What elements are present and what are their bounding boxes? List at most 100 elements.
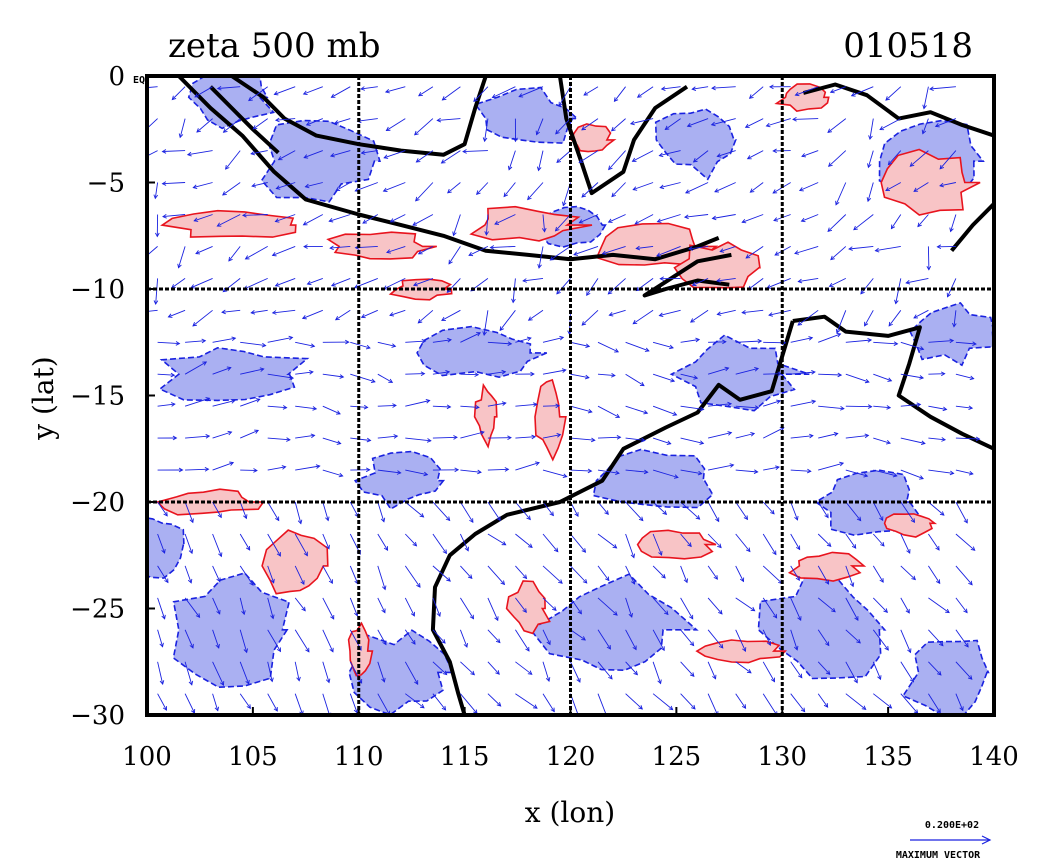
wind-vector-head — [562, 473, 568, 478]
wind-vector-head — [214, 706, 220, 712]
wind-vector-head — [558, 579, 563, 584]
wind-vector — [720, 245, 736, 253]
wind-vector-head — [187, 578, 193, 584]
wind-vector — [239, 693, 251, 709]
wind-vector — [735, 629, 746, 652]
wind-vector-head — [445, 516, 451, 522]
wind-vector — [240, 429, 259, 439]
coastline — [802, 82, 994, 138]
wind-vector-head — [310, 433, 316, 439]
wind-vector-head — [774, 251, 780, 256]
negative-vorticity-area — [529, 573, 699, 672]
wind-vector — [405, 469, 428, 476]
wind-vector — [542, 434, 561, 439]
wind-vector — [652, 501, 667, 515]
wind-vector — [294, 533, 308, 556]
wind-vector-head — [581, 548, 587, 553]
wind-vector — [906, 277, 929, 284]
wind-vector-head — [867, 337, 873, 343]
wind-vector — [570, 469, 592, 472]
wind-vector — [768, 309, 791, 316]
wind-vector — [848, 245, 874, 250]
wind-vector — [625, 597, 633, 618]
wind-vector — [609, 309, 626, 316]
vector-key: 0.200E+02 MAXIMUM VECTOR — [896, 820, 992, 861]
wind-vector-head — [685, 189, 690, 194]
wind-vector — [955, 469, 973, 475]
x-tick-label: 105 — [228, 742, 278, 772]
wind-vector-head — [796, 545, 801, 551]
wind-vector-head — [877, 675, 882, 681]
wind-vector — [680, 533, 692, 547]
wind-vector — [377, 661, 385, 682]
wind-vector-head — [691, 704, 696, 710]
wind-vector — [900, 437, 925, 444]
wind-vector-head — [282, 405, 288, 410]
wind-vector — [442, 86, 461, 101]
wind-vector-head — [230, 399, 236, 404]
wind-vector — [611, 118, 626, 132]
wind-vector — [659, 150, 681, 157]
wind-vector-head — [666, 440, 672, 445]
wind-vector — [851, 86, 874, 97]
wind-vector — [349, 501, 359, 518]
wind-vector-head — [503, 192, 508, 198]
wind-vector — [790, 435, 813, 439]
wind-vector-head — [338, 472, 344, 478]
wind-vector — [459, 533, 469, 551]
wind-vector-head — [801, 153, 807, 158]
wind-vector-head — [864, 321, 869, 327]
wind-vector-head — [329, 152, 335, 158]
wind-vector-head — [772, 189, 778, 194]
wind-vector-head — [615, 413, 621, 418]
wind-vector-head — [964, 642, 969, 648]
wind-vector — [763, 400, 781, 407]
wind-vector — [742, 309, 764, 314]
wind-vector — [275, 214, 296, 222]
wind-vector-head — [277, 156, 283, 161]
wind-vector-head — [170, 372, 176, 378]
wind-vector — [245, 246, 268, 260]
wind-vector — [680, 405, 704, 410]
wind-vector — [799, 182, 819, 191]
wind-vector-head — [945, 608, 950, 614]
wind-vector-head — [887, 377, 893, 382]
wind-vector — [929, 86, 956, 90]
wind-vector-head — [552, 606, 557, 611]
wind-vector — [900, 501, 915, 523]
wind-vector — [735, 597, 755, 612]
wind-vector — [927, 246, 930, 270]
wind-vector — [845, 693, 866, 710]
wind-vector-head — [501, 401, 507, 406]
wind-vector — [680, 661, 695, 677]
wind-vector — [830, 86, 846, 93]
wind-vector — [171, 278, 186, 289]
wind-vector-head — [177, 263, 182, 269]
wind-vector-head — [746, 547, 751, 553]
wind-vector — [818, 333, 841, 343]
wind-vector — [581, 118, 599, 131]
wind-vector-head — [683, 578, 689, 584]
wind-vector — [687, 118, 709, 127]
wind-vector-head — [853, 225, 858, 231]
wind-vector — [707, 533, 722, 548]
wind-vector-head — [582, 578, 588, 584]
coastline — [209, 85, 280, 155]
wind-vector-head — [161, 614, 166, 620]
wind-vector — [665, 118, 681, 130]
wind-vector-head — [462, 149, 467, 154]
wind-vector — [750, 182, 764, 193]
wind-vector — [542, 469, 567, 478]
wind-vector — [432, 533, 447, 554]
wind-vector-head — [867, 404, 873, 409]
wind-vector-head — [226, 366, 232, 371]
wind-vector — [625, 533, 635, 558]
wind-vector-head — [358, 678, 363, 684]
wind-vector — [432, 436, 458, 439]
wind-vector-head — [888, 321, 893, 327]
wind-vector-head — [795, 576, 800, 582]
wind-vector-head — [325, 678, 331, 684]
wind-vector — [555, 118, 571, 135]
wind-vector-head — [632, 645, 637, 651]
